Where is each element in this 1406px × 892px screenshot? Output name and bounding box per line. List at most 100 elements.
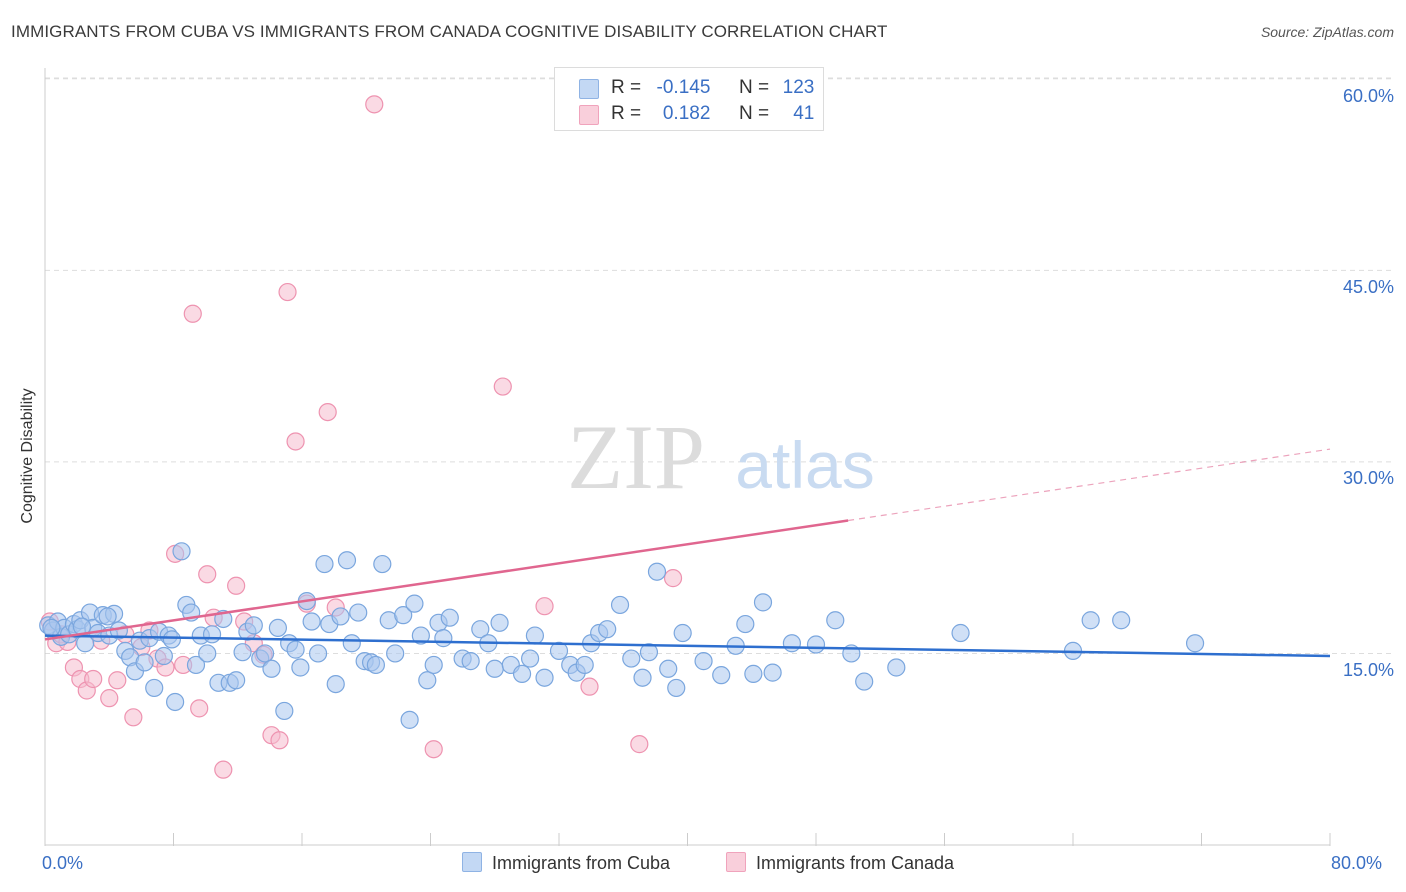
canada-legend-label: Immigrants from Canada	[756, 853, 955, 873]
cuba-point	[145, 678, 164, 698]
gridlines	[45, 77, 1395, 654]
cuba-point	[349, 603, 368, 622]
cuba-point	[639, 643, 659, 662]
cuba-point	[262, 659, 281, 678]
cuba-point	[1112, 611, 1131, 630]
cuba-point	[490, 613, 509, 632]
x-tick-label-max: 80.0%	[1331, 853, 1383, 873]
cuba-points	[39, 542, 1205, 729]
cuba-point	[549, 641, 569, 660]
canada-point	[190, 699, 209, 718]
canada-point	[183, 304, 202, 323]
cuba-point	[753, 593, 773, 612]
cuba-point	[394, 606, 413, 625]
y-tick-label: 60.0%	[1342, 86, 1394, 106]
legend-r-label: R =	[611, 77, 642, 98]
cuba-point	[694, 652, 713, 671]
cuba-point	[366, 655, 385, 675]
canada-point	[214, 760, 233, 779]
canada-point	[580, 677, 599, 696]
canada-swatch	[579, 105, 599, 125]
canada-trend-line	[44, 519, 849, 641]
cuba-point	[951, 623, 970, 643]
x-tick-label-min: 0.0%	[42, 853, 84, 873]
y-axis-label: Cognitive Disability	[19, 388, 36, 524]
cuba-point	[186, 655, 206, 675]
cuba-point	[512, 664, 532, 683]
cuba-point	[763, 663, 782, 682]
cuba-point	[622, 649, 641, 668]
cuba-point	[424, 655, 443, 675]
canada-point	[270, 731, 289, 750]
cuba-point	[1081, 611, 1100, 630]
cuba-point	[712, 666, 731, 685]
cuba-point	[291, 658, 310, 677]
cuba-point	[610, 595, 630, 615]
y-tick-label: 30.0%	[1342, 468, 1394, 488]
cuba-point	[308, 644, 328, 663]
legend-n-label: N =	[738, 77, 770, 98]
cuba-point	[162, 630, 181, 649]
cuba-point	[887, 658, 906, 677]
cuba-point	[440, 608, 459, 627]
cuba-point	[337, 551, 357, 570]
canada-point	[424, 740, 443, 759]
cuba-point	[275, 701, 294, 721]
canada-point	[198, 565, 217, 584]
canada-point	[535, 597, 554, 616]
legend-n-value: 41	[793, 103, 815, 124]
cuba-point	[782, 634, 802, 653]
cuba-point	[471, 620, 490, 639]
legend-r-label: R =	[611, 103, 642, 124]
cuba-point	[1185, 634, 1205, 653]
cuba-point	[485, 659, 504, 678]
cuba-point	[342, 634, 361, 653]
canada-point	[365, 95, 384, 114]
watermark-zip: ZIP	[567, 406, 705, 508]
cuba-point	[826, 611, 845, 630]
cuba-point	[736, 614, 755, 634]
legend-n-label: N =	[738, 103, 770, 124]
cuba-point	[647, 562, 667, 581]
cuba-point	[386, 644, 405, 663]
cuba-point	[244, 616, 263, 635]
cuba-point	[806, 635, 826, 654]
cuba-point	[286, 640, 305, 659]
cuba-legend-swatch	[462, 852, 482, 872]
legend-r-value: -0.145	[656, 77, 711, 98]
legend-item-cuba[interactable]: Immigrants from Cuba	[462, 852, 670, 874]
correlation-legend: R = -0.145 N = 123 R = 0.182 N = 41	[554, 67, 824, 131]
canada-point	[278, 282, 297, 302]
cuba-point	[233, 643, 252, 662]
canada-point	[108, 671, 127, 690]
watermark: ZIP atlas	[567, 406, 875, 508]
cuba-point	[667, 678, 686, 698]
cuba-point	[326, 674, 345, 694]
watermark-atlas: atlas	[735, 428, 874, 502]
cuba-point	[418, 671, 437, 690]
cuba-point	[400, 710, 419, 729]
canada-point	[227, 576, 246, 595]
legend-item-canada[interactable]: Immigrants from Canada	[726, 852, 954, 874]
trend-lines	[44, 448, 1331, 658]
cuba-point	[315, 554, 334, 574]
cuba-point	[575, 655, 594, 675]
canada-point	[84, 669, 103, 689]
y-tick-label: 15.0%	[1342, 660, 1394, 680]
cuba-point	[42, 618, 61, 638]
cuba-point	[166, 692, 185, 712]
cuba-point	[98, 607, 117, 626]
cuba-point	[405, 594, 424, 613]
canada-point	[493, 377, 512, 396]
cuba-point	[598, 620, 617, 639]
source-label: Source: ZipAtlas.com	[1260, 24, 1394, 40]
cuba-point	[202, 625, 222, 644]
cuba-point	[172, 542, 191, 561]
y-tick-label: 45.0%	[1342, 277, 1394, 297]
cuba-point	[633, 668, 652, 687]
canada-trend-extension	[848, 448, 1331, 522]
canada-point	[100, 689, 119, 708]
cuba-point	[673, 623, 692, 643]
canada-point	[286, 432, 305, 451]
cuba-point	[302, 612, 321, 631]
